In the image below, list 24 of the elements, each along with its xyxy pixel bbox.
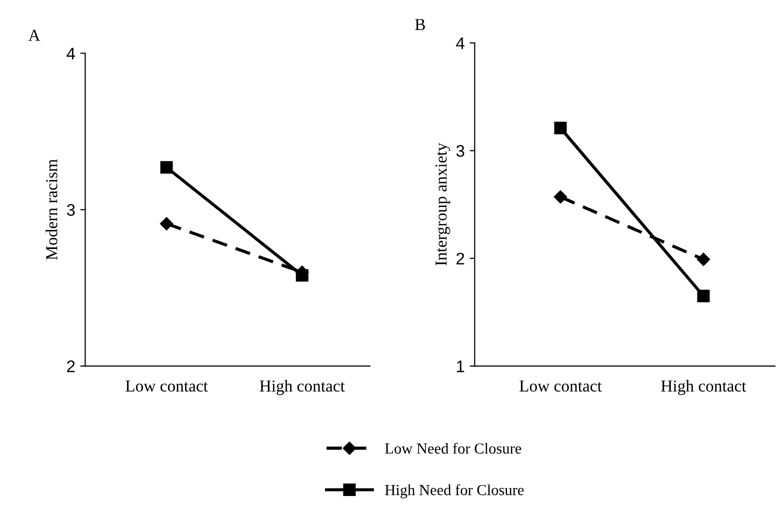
- x-tick-label: High contact: [260, 380, 345, 396]
- legend-label: Low Need for Closure: [385, 442, 522, 454]
- y-axis-title: Intergroup anxiety: [435, 142, 450, 266]
- y-tick-label: 3: [456, 145, 464, 157]
- point: [160, 161, 173, 174]
- y-tick-label: 3: [66, 204, 75, 216]
- point: [696, 252, 710, 266]
- point: [697, 290, 710, 302]
- x-tick-label: Low contact: [520, 380, 602, 392]
- y-axis-title: Modern racism: [46, 159, 58, 260]
- x-tick-label: High contact: [661, 380, 746, 396]
- y-tick-label: 4: [456, 37, 464, 49]
- y-tick-label: 2: [456, 252, 464, 264]
- y-tick-label: 1: [456, 360, 464, 372]
- y-tick-label: 2: [67, 360, 75, 372]
- point: [160, 217, 174, 230]
- point: [296, 269, 308, 282]
- point: [554, 190, 568, 204]
- chart-title: B: [415, 19, 425, 30]
- chart-title: A: [28, 30, 40, 41]
- point: [554, 122, 567, 134]
- x-tick-label: Low contact: [126, 380, 208, 392]
- legend-label: High Need for Closure: [385, 484, 524, 498]
- y-tick-label: 4: [66, 48, 76, 60]
